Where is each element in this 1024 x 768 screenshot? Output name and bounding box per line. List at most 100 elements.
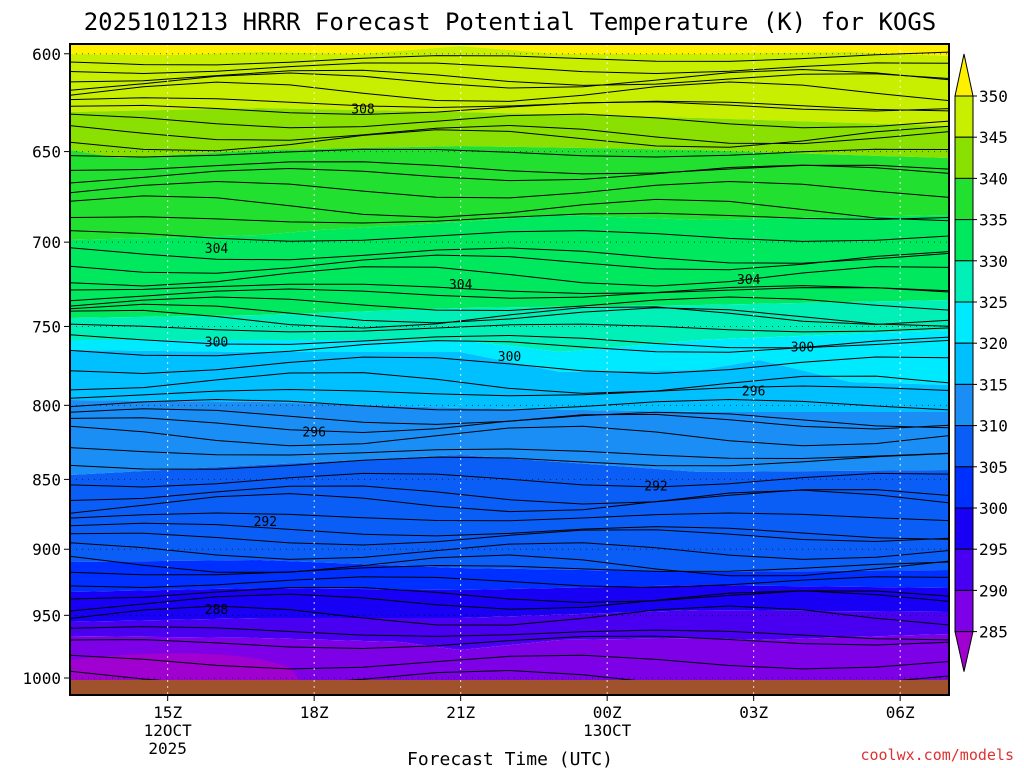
credit-text: coolwx.com/models	[860, 746, 1014, 764]
isentrope-line	[70, 113, 949, 129]
isentrope-line	[70, 425, 949, 447]
band-315K	[70, 350, 949, 412]
x-tick-label: 00Z	[593, 703, 622, 722]
colorbar-top-arrow	[954, 53, 974, 97]
colorbar-swatch-340	[954, 136, 974, 179]
isentrope-line	[70, 180, 949, 199]
colorbar-swatch-320	[954, 301, 974, 344]
isentrope-line	[70, 266, 949, 287]
isentrope-line	[70, 576, 949, 589]
isentrope-line	[70, 230, 949, 242]
isentrope-line	[70, 385, 949, 399]
isentrope-line	[70, 68, 949, 91]
isentrope-line	[70, 212, 949, 224]
colorbar-label: 350	[979, 87, 1008, 106]
colorbar-label: 335	[979, 211, 1008, 230]
y-tick-label: 850	[32, 470, 61, 489]
contour-label: 296	[742, 384, 765, 399]
y-tick-label: 950	[32, 606, 61, 625]
isentrope-line	[70, 164, 949, 184]
isentrope-line	[70, 283, 949, 295]
y-tick-label: 900	[32, 540, 61, 559]
colorbar-swatch-315	[954, 342, 974, 385]
colorbar-label: 340	[979, 169, 1008, 188]
isentrope-line	[70, 306, 949, 329]
contour-label: 300	[498, 350, 521, 365]
isentrope-line	[70, 81, 949, 102]
ground-strip	[70, 680, 949, 695]
isentrope-line	[70, 489, 949, 514]
colorbar-swatch-295	[954, 507, 974, 550]
isentrope-line	[70, 251, 949, 274]
isentrope-line	[70, 124, 949, 145]
contour-label: 304	[449, 278, 473, 293]
cold-pocket-east	[545, 648, 949, 680]
isentrope-line	[70, 69, 949, 86]
isentrope-line	[70, 398, 949, 411]
colorbar-label: 315	[979, 375, 1008, 394]
isentrope-line	[70, 529, 949, 546]
isentrope-line	[70, 296, 949, 312]
isentrope-line	[70, 323, 949, 333]
band-345K	[70, 46, 949, 126]
colorbar-label: 320	[979, 334, 1008, 353]
y-tick-label: 600	[32, 45, 61, 64]
colorbar-bottom-arrow	[954, 631, 974, 672]
plot-frame	[69, 43, 950, 696]
colorbar-swatch-330	[954, 219, 974, 262]
x-axis-label: Forecast Time (UTC)	[407, 749, 613, 768]
colorbar-swatch-300	[954, 466, 974, 509]
isentrope-line	[70, 542, 949, 560]
isentrope-line	[70, 590, 949, 612]
colorbar-label: 295	[979, 540, 1008, 559]
isentrope-line	[70, 413, 949, 434]
colorbar-swatch-285	[954, 589, 974, 633]
band-350K	[70, 44, 949, 56]
contour-label: 308	[351, 103, 374, 118]
colorbar-swatch-345	[954, 95, 974, 138]
colorbar-swatch-325	[954, 260, 974, 303]
y-tick-label: 1000	[22, 669, 61, 688]
isentrope-line	[70, 522, 949, 540]
colorbar-label: 300	[979, 499, 1008, 518]
colorbar: 350 345 340 335 330 325 320 315 310 305 300 295 290 2…	[954, 53, 1008, 672]
y-tick-label: 650	[32, 143, 61, 162]
colorbar-label: 290	[979, 581, 1008, 600]
contour-label: 304	[737, 273, 761, 288]
chart-title: 2025101213 HRRR Forecast Potential Tempe…	[84, 8, 937, 36]
grid-lines	[70, 44, 949, 695]
band-320K	[70, 330, 949, 385]
isentrope-line	[70, 62, 949, 75]
colorbar-label: 345	[979, 128, 1008, 147]
colorbar-swatch-335	[954, 177, 974, 221]
x-tick-label: 2025	[148, 739, 187, 758]
isentrope-line	[70, 285, 949, 302]
colorbar-label: 285	[979, 623, 1008, 642]
x-tick-label: 06Z	[886, 703, 915, 722]
y-tick-label: 700	[32, 233, 61, 252]
isentrope-line	[70, 247, 949, 264]
isentrope-line	[70, 561, 949, 576]
contour-label: 304	[205, 242, 229, 257]
isentrope-line	[70, 303, 949, 327]
contour-label: 296	[302, 426, 325, 441]
x-tick-label: 15Z	[153, 703, 182, 722]
y-tick-label: 800	[32, 396, 61, 415]
isentrope-line	[70, 447, 949, 460]
isentrope-line	[70, 453, 949, 470]
contour-label: 288	[205, 603, 228, 618]
isentrope-line	[70, 372, 949, 394]
colorbar-label: 330	[979, 252, 1008, 271]
y-tick-label: 750	[32, 317, 61, 336]
band-340K	[70, 108, 949, 158]
contour-plot-area	[70, 44, 949, 695]
isentrope-line	[70, 605, 949, 626]
pressure-axis: 2503003504004505005506006507007508008509…	[22, 45, 70, 688]
contour-label: 292	[254, 515, 277, 530]
colorbar-label: 325	[979, 293, 1008, 312]
colorbar-swatch-305	[954, 425, 974, 468]
isentrope-line	[70, 97, 949, 112]
contour-label: 300	[791, 340, 814, 355]
